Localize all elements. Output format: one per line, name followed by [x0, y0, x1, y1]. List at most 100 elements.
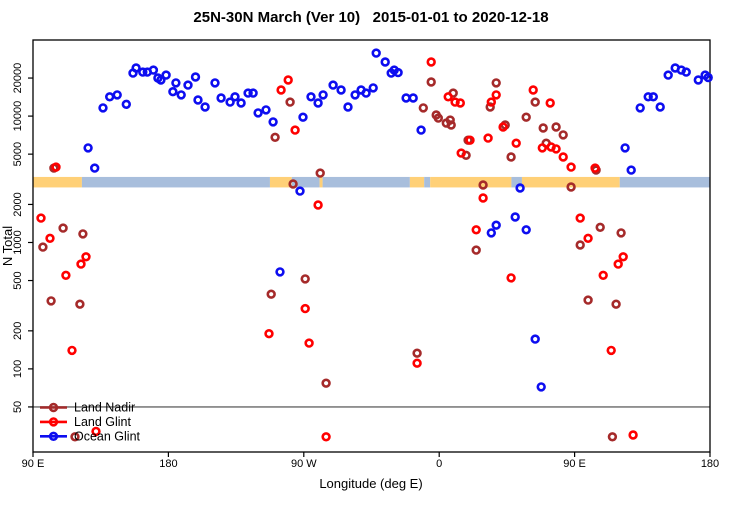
- legend-marker: [48, 431, 59, 441]
- data-point: [393, 67, 403, 78]
- y-tick-label: 2000: [12, 192, 24, 216]
- data-point: [510, 212, 520, 222]
- data-point: [253, 108, 263, 118]
- data-point: [76, 259, 86, 269]
- data-point: [606, 345, 616, 356]
- data-point: [58, 223, 68, 233]
- data-point: [693, 75, 703, 85]
- data-point: [483, 133, 493, 143]
- data-point: [530, 334, 540, 344]
- chart-title: 25N-30N March (Ver 10) 2015-01-01 to 202…: [193, 9, 548, 26]
- data-point: [595, 222, 605, 233]
- data-point: [583, 233, 593, 244]
- data-point: [45, 233, 55, 244]
- data-point: [138, 67, 148, 77]
- band-segment-land: [33, 176, 82, 188]
- data-point: [418, 103, 428, 113]
- data-point: [478, 180, 488, 190]
- band-segment-land: [430, 176, 512, 188]
- data-point: [551, 122, 561, 132]
- data-point: [408, 93, 418, 103]
- data-point: [268, 117, 278, 127]
- data-point: [506, 273, 516, 283]
- data-point: [83, 143, 93, 153]
- data-point: [681, 67, 691, 77]
- data-point: [443, 92, 453, 102]
- data-point: [498, 122, 508, 132]
- data-point: [536, 382, 546, 392]
- data-point: [628, 430, 638, 440]
- data-point: [613, 259, 623, 269]
- data-point: [168, 86, 178, 97]
- band-segment-ocean: [322, 176, 410, 188]
- data-point: [38, 242, 48, 252]
- data-point: [350, 90, 360, 100]
- band-segment-land: [521, 176, 620, 188]
- data-point: [300, 274, 310, 284]
- x-tick-label: 0: [436, 458, 442, 470]
- y-tick-label: 20000: [12, 63, 24, 94]
- x-tick-label: 90 E: [22, 458, 45, 470]
- data-point: [46, 296, 56, 306]
- data-point: [148, 65, 159, 75]
- data-point: [465, 135, 475, 145]
- plot-border: [32, 39, 711, 453]
- surface-band: [33, 176, 710, 188]
- axes: 90 E 180 90 W 0 90 E 180 50 100 200 500 1000 2000 50…: [12, 39, 719, 470]
- data-point: [361, 88, 371, 98]
- data-point: [433, 113, 443, 123]
- y-tick-label: 500: [12, 271, 24, 289]
- data-point: [261, 105, 271, 115]
- data-point: [401, 93, 411, 103]
- data-point: [236, 98, 246, 108]
- data-point: [171, 78, 181, 88]
- data-point: [183, 80, 193, 90]
- data-point: [485, 102, 495, 112]
- data-point: [635, 103, 645, 113]
- band-segment-land: [269, 176, 292, 188]
- data-point: [598, 270, 608, 280]
- data-point: [537, 143, 547, 153]
- data-point: [328, 80, 338, 90]
- data-point: [266, 289, 276, 299]
- data-point: [51, 162, 61, 172]
- x-tick-label: 180: [701, 458, 719, 470]
- data-point: [491, 90, 501, 100]
- data-point: [290, 125, 300, 135]
- data-point: [380, 57, 390, 67]
- data-point: [270, 132, 280, 143]
- data-point: [545, 98, 555, 108]
- data-point: [276, 85, 286, 95]
- data-point: [607, 432, 618, 442]
- data-point: [456, 148, 466, 158]
- data-point: [626, 165, 636, 175]
- data-point: [230, 92, 240, 102]
- x-axis-title: Longitude (deg E): [319, 476, 422, 491]
- data-points: [36, 48, 713, 442]
- band-segment-land: [409, 176, 425, 188]
- data-point: [491, 78, 501, 88]
- data-point: [643, 92, 653, 102]
- data-point: [176, 90, 186, 100]
- data-point: [288, 179, 298, 189]
- y-axis-title: N Total: [0, 226, 15, 266]
- data-point: [313, 98, 323, 108]
- data-point: [67, 345, 77, 356]
- data-point: [306, 92, 316, 102]
- data-point: [491, 220, 501, 230]
- y-tick-label: 5000: [12, 142, 24, 166]
- data-point: [112, 90, 122, 100]
- data-point: [248, 88, 258, 98]
- data-point: [703, 72, 713, 83]
- x-tick-label: 180: [159, 458, 177, 470]
- data-point: [530, 97, 540, 107]
- y-tick-label: 100: [12, 360, 24, 378]
- y-tick-label: 50: [12, 401, 24, 413]
- data-point: [368, 83, 378, 93]
- data-point: [486, 97, 496, 107]
- data-point: [486, 228, 496, 238]
- data-point: [590, 163, 600, 173]
- data-point: [313, 200, 323, 210]
